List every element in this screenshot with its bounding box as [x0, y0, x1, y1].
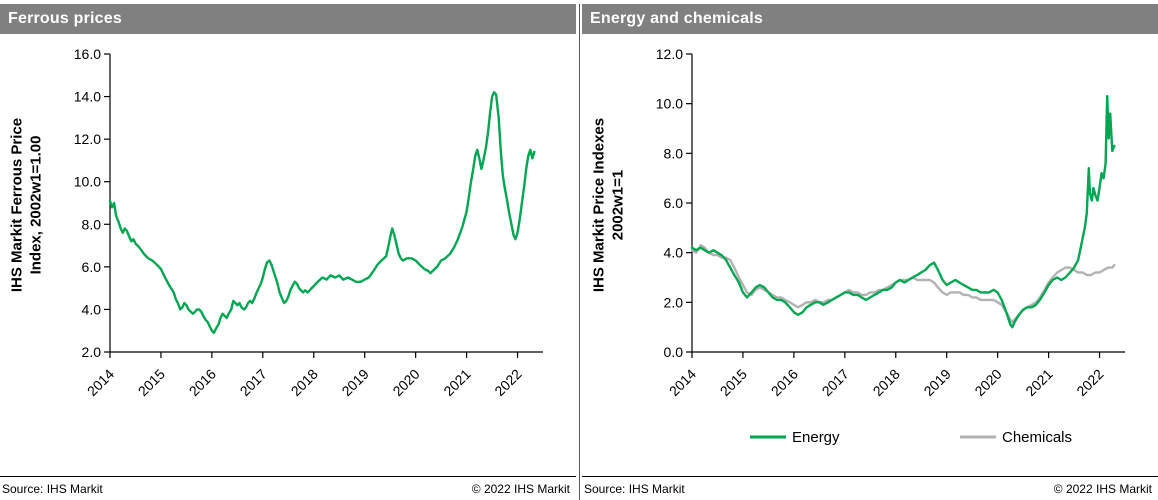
- y-tick-label: 0.0: [664, 344, 684, 360]
- energy-chemicals-y-axis-title-wrap: IHS Markit Price Indexes 2002w1=1: [582, 40, 636, 370]
- energy-chemicals-y-axis-title: IHS Markit Price Indexes 2002w1=1: [590, 118, 628, 292]
- ferrous-panel-title: Ferrous prices: [8, 10, 122, 27]
- energy-chemicals-panel-title: Energy and chemicals: [590, 10, 763, 27]
- ferrous-y-axis-title: IHS Markit Ferrous Price Index, 2002w1=1…: [8, 118, 46, 292]
- energy-chemicals-panel-header: Energy and chemicals: [582, 4, 1158, 34]
- ferrous-source-text: Source: IHS Markit: [2, 481, 103, 496]
- ferrous-y-axis-title-wrap: IHS Markit Ferrous Price Index, 2002w1=1…: [0, 40, 54, 370]
- x-tick-label: 2021: [440, 366, 473, 399]
- legend-label-energy: Energy: [792, 429, 840, 446]
- x-tick-label: 2017: [237, 366, 270, 399]
- panel-divider-line: [578, 4, 580, 500]
- y-tick-label: 2.0: [82, 344, 102, 360]
- y-tick-label: 2.0: [664, 294, 684, 310]
- energy-chemicals-chart-area: IHS Markit Price Indexes 2002w1=1 0.0 2.0…: [582, 34, 1158, 476]
- energy-chemicals-source-text: Source: IHS Markit: [584, 481, 685, 496]
- x-tick-label: 2019: [920, 366, 953, 399]
- y-tick-label: 14.0: [74, 89, 101, 105]
- legend-label-chemicals: Chemicals: [1002, 429, 1072, 446]
- y-tick-label: 6.0: [664, 195, 684, 211]
- x-tick-label: 2019: [338, 366, 371, 399]
- ferrous-chart-area: IHS Markit Ferrous Price Index, 2002w1=1…: [0, 34, 576, 476]
- x-tick-label: 2020: [389, 366, 422, 399]
- x-tick-label: 2014: [84, 366, 117, 399]
- ferrous-y-axis-title-line2: Index, 2002w1=1.00: [27, 135, 44, 275]
- energy-chemicals-y-axis-title-line1: IHS Markit Price Indexes: [590, 117, 608, 293]
- x-tick-label: 2015: [717, 366, 750, 399]
- energy-chemicals-copyright-text: © 2022 IHS Markit: [1053, 481, 1152, 496]
- energy-chemicals-y-axis-title-line2: 2002w1=1: [609, 169, 626, 241]
- energy-series-line: [690, 95, 1116, 329]
- y-tick-label: 8.0: [82, 216, 102, 232]
- ferrous-panel-footer: Source: IHS Markit © 2022 IHS Markit: [0, 476, 576, 500]
- ferrous-price-index-series-line: [108, 91, 536, 334]
- y-tick-label: 8.0: [664, 145, 684, 161]
- energy-chemicals-panel: Energy and chemicals IHS Markit Price In…: [582, 4, 1158, 500]
- ferrous-chart: 2.0 4.0 6.0 8.0 10.0 12.0 14.0 16.0 2014 2015 2016…: [74, 46, 543, 399]
- x-tick-label: 2015: [135, 366, 168, 399]
- y-tick-label: 16.0: [74, 46, 101, 62]
- x-tick-label: 2020: [971, 366, 1004, 399]
- energy-chemicals-chart: 0.0 2.0 4.0 6.0 8.0 10.0 12.0 2014 2015 2016 2017 2…: [656, 46, 1125, 446]
- x-tick-label: 2021: [1022, 366, 1055, 399]
- ferrous-panel: Ferrous prices IHS Markit Ferrous Price …: [0, 4, 576, 500]
- ferrous-copyright-text: © 2022 IHS Markit: [471, 481, 570, 496]
- y-tick-label: 10.0: [74, 174, 101, 190]
- y-tick-label: 12.0: [656, 46, 683, 62]
- x-tick-label: 2022: [1073, 366, 1106, 399]
- y-tick-label: 6.0: [82, 259, 102, 275]
- x-tick-label: 2017: [819, 366, 852, 399]
- energy-chemicals-panel-footer: Source: IHS Markit © 2022 IHS Markit: [582, 476, 1158, 500]
- x-tick-label: 2018: [288, 366, 321, 399]
- y-tick-label: 10.0: [656, 96, 683, 112]
- ferrous-panel-header: Ferrous prices: [0, 4, 576, 34]
- y-tick-label: 12.0: [74, 131, 101, 147]
- panel-divider: [576, 4, 582, 500]
- x-tick-label: 2022: [491, 366, 524, 399]
- x-tick-label: 2016: [186, 366, 219, 399]
- x-tick-label: 2016: [768, 366, 801, 399]
- ferrous-y-axis-title-line1: IHS Markit Ferrous Price: [8, 117, 26, 293]
- x-tick-label: 2018: [870, 366, 903, 399]
- x-tick-label: 2014: [666, 366, 699, 399]
- y-tick-label: 4.0: [664, 245, 684, 261]
- y-tick-label: 4.0: [82, 301, 102, 317]
